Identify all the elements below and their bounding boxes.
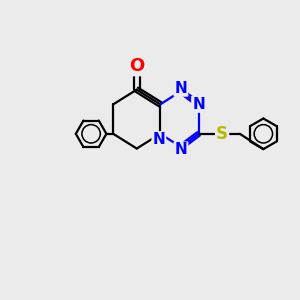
Text: N: N [175,81,187,96]
Text: S: S [216,125,228,143]
Text: N: N [192,97,205,112]
Text: N: N [152,132,165,147]
Text: N: N [175,142,187,158]
Text: O: O [129,57,144,75]
